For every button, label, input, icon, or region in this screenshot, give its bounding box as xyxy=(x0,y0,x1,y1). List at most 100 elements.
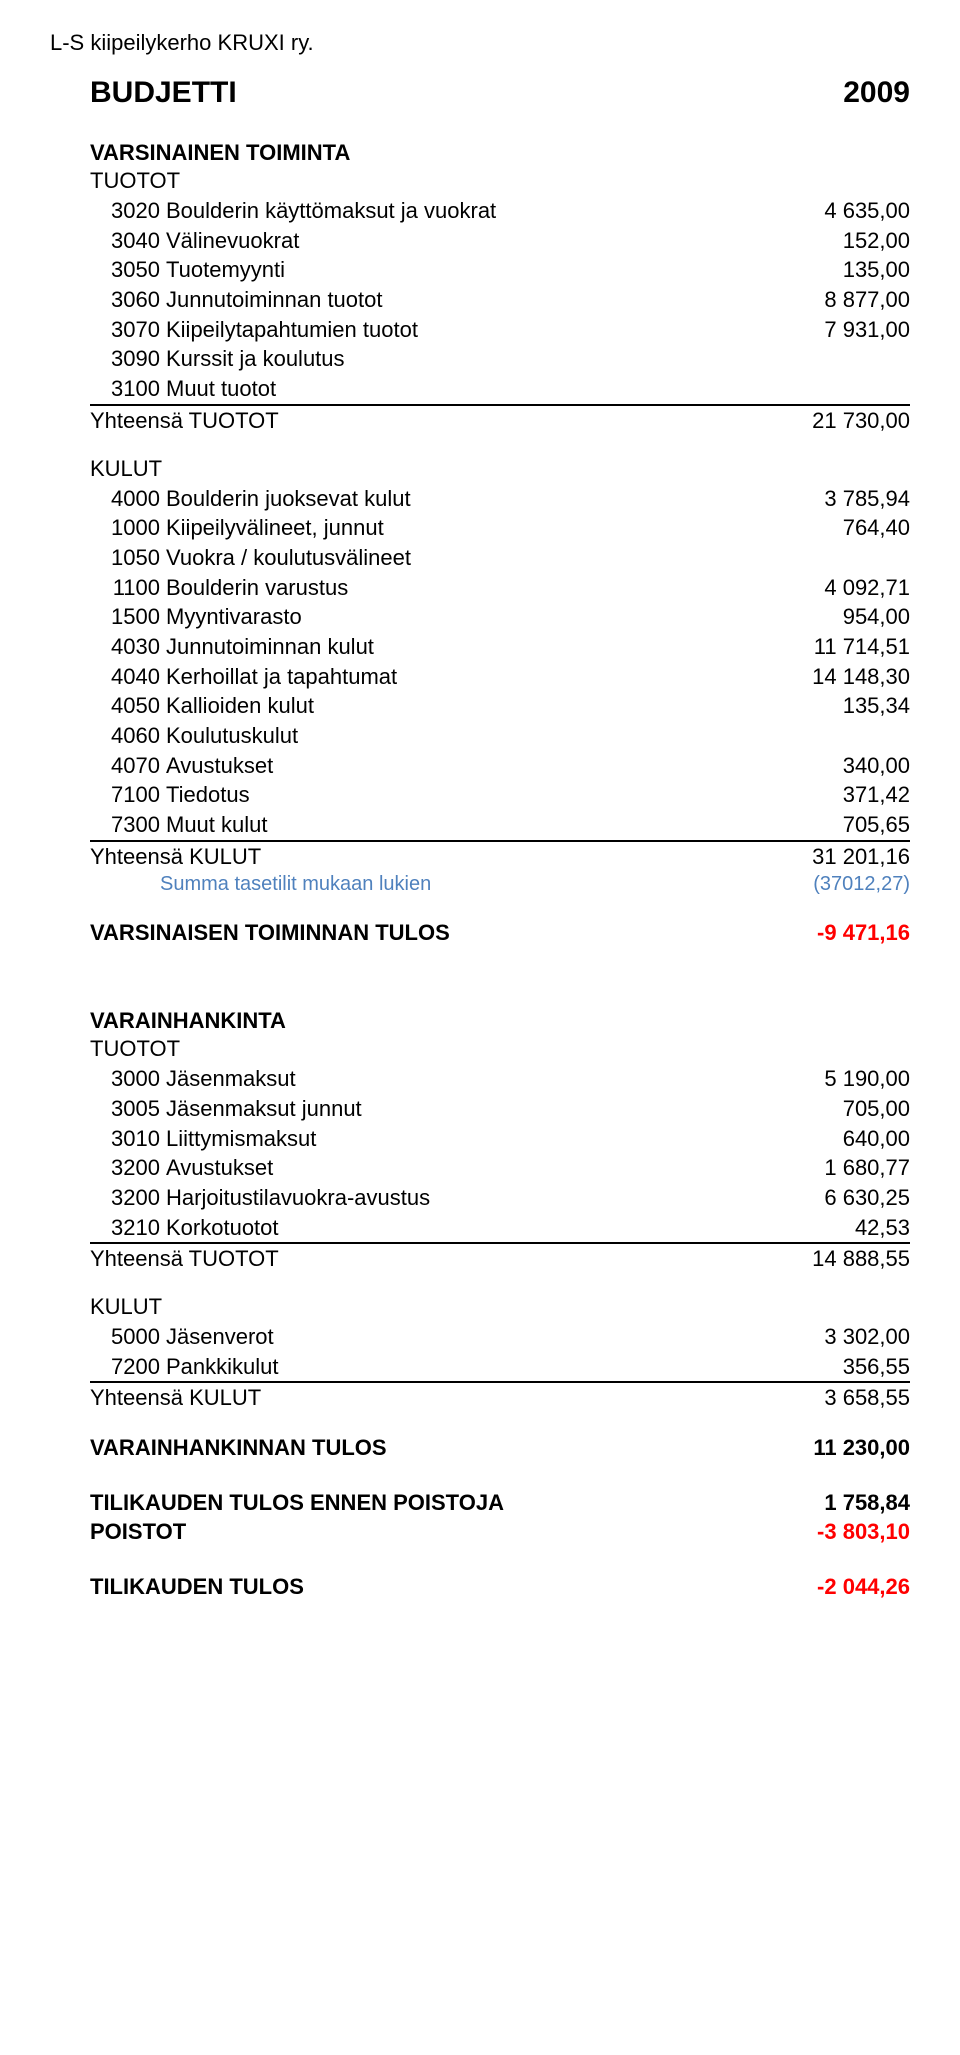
total-value: 3 658,55 xyxy=(760,1383,910,1413)
row-label: Avustukset xyxy=(166,1153,760,1183)
table-row: 4060 Koulutuskulut xyxy=(90,721,910,751)
row-value: 7 931,00 xyxy=(760,315,910,345)
total-value: 14 888,55 xyxy=(760,1244,910,1274)
row-code: 3210 xyxy=(90,1213,166,1243)
row-label: Jäsenmaksut junnut xyxy=(166,1094,760,1124)
row-value: 705,00 xyxy=(760,1094,910,1124)
table-row: 3100 Muut tuotot xyxy=(90,374,910,406)
varsinaisen-toiminnan-tulos: VARSINAISEN TOIMINNAN TULOS -9 471,16 xyxy=(90,918,910,948)
row-code: 1100 xyxy=(90,573,166,603)
row-code: 3090 xyxy=(90,344,166,374)
row-value: 152,00 xyxy=(760,226,910,256)
row-label: Muut tuotot xyxy=(166,374,760,404)
row-code: 3100 xyxy=(90,374,166,404)
row-value: 1 680,77 xyxy=(760,1153,910,1183)
row-label: Liittymismaksut xyxy=(166,1124,760,1154)
row-label: Harjoitustilavuokra-avustus xyxy=(166,1183,760,1213)
row-code: 3060 xyxy=(90,285,166,315)
row-label: Välinevuokrat xyxy=(166,226,760,256)
note-label: Summa tasetilit mukaan lukien xyxy=(160,871,760,898)
row-value: 8 877,00 xyxy=(760,285,910,315)
total-label: Yhteensä TUOTOT xyxy=(90,1244,760,1274)
table-row: 3090 Kurssit ja koulutus xyxy=(90,344,910,374)
table-row: 3010 Liittymismaksut 640,00 xyxy=(90,1124,910,1154)
row-value: 340,00 xyxy=(760,751,910,781)
doc-year: 2009 xyxy=(843,76,910,110)
row-value xyxy=(760,344,910,374)
row-code: 3200 xyxy=(90,1183,166,1213)
table-row: 4030 Junnutoiminnan kulut 11 714,51 xyxy=(90,632,910,662)
total-label: Yhteensä TUOTOT xyxy=(90,406,760,436)
result-value: -2 044,26 xyxy=(760,1572,910,1602)
row-code: 1500 xyxy=(90,602,166,632)
row-value: 371,42 xyxy=(760,780,910,810)
table-row: 1500 Myyntivarasto 954,00 xyxy=(90,602,910,632)
row-label: Avustukset xyxy=(166,751,760,781)
row-code: 4030 xyxy=(90,632,166,662)
table-row: 3060 Junnutoiminnan tuotot 8 877,00 xyxy=(90,285,910,315)
row-code: 1050 xyxy=(90,543,166,573)
result-label: POISTOT xyxy=(90,1517,760,1547)
row-code: 7100 xyxy=(90,780,166,810)
row-label: Korkotuotot xyxy=(166,1213,760,1243)
table-row: 3200 Harjoitustilavuokra-avustus 6 630,2… xyxy=(90,1183,910,1213)
table-row: 3020 Boulderin käyttömaksut ja vuokrat 4… xyxy=(90,196,910,226)
table-row: 3210 Korkotuotot 42,53 xyxy=(90,1213,910,1245)
result-label: TILIKAUDEN TULOS xyxy=(90,1572,760,1602)
row-label: Kallioiden kulut xyxy=(166,691,760,721)
row-code: 1000 xyxy=(90,513,166,543)
row-value: 135,34 xyxy=(760,691,910,721)
table-row: 3200 Avustukset 1 680,77 xyxy=(90,1153,910,1183)
kulut-heading: KULUT xyxy=(90,1294,910,1320)
row-code: 3020 xyxy=(90,196,166,226)
result-label: TILIKAUDEN TULOS ENNEN POISTOJA xyxy=(90,1488,760,1518)
row-code: 7300 xyxy=(90,810,166,840)
row-value xyxy=(760,543,910,573)
org-name: L-S kiipeilykerho KRUXI ry. xyxy=(50,30,910,56)
row-code: 4000 xyxy=(90,484,166,514)
varainhankinnan-tulos: VARAINHANKINNAN TULOS 11 230,00 xyxy=(90,1433,910,1463)
result-value: 1 758,84 xyxy=(760,1488,910,1518)
result-value: -3 803,10 xyxy=(760,1517,910,1547)
row-label: Muut kulut xyxy=(166,810,760,840)
row-label: Kurssit ja koulutus xyxy=(166,344,760,374)
row-value: 42,53 xyxy=(760,1213,910,1243)
row-label: Boulderin käyttömaksut ja vuokrat xyxy=(166,196,760,226)
section-varsinainen-toiminta: VARSINAINEN TOIMINTA xyxy=(90,140,910,166)
row-code: 3010 xyxy=(90,1124,166,1154)
row-value: 4 092,71 xyxy=(760,573,910,603)
row-code: 3005 xyxy=(90,1094,166,1124)
row-label: Tiedotus xyxy=(166,780,760,810)
table-row: 7200 Pankkikulut 356,55 xyxy=(90,1352,910,1384)
row-label: Jäsenmaksut xyxy=(166,1064,760,1094)
tuotot-total: Yhteensä TUOTOT 21 730,00 xyxy=(90,406,910,436)
result-value: -9 471,16 xyxy=(760,918,910,948)
table-row: 3070 Kiipeilytapahtumien tuotot 7 931,00 xyxy=(90,315,910,345)
row-code: 3050 xyxy=(90,255,166,285)
row-label: Junnutoiminnan kulut xyxy=(166,632,760,662)
row-value: 640,00 xyxy=(760,1124,910,1154)
table-row: 3050 Tuotemyynti 135,00 xyxy=(90,255,910,285)
kulut-total: Yhteensä KULUT 3 658,55 xyxy=(90,1383,910,1413)
total-label: Yhteensä KULUT xyxy=(90,1383,760,1413)
row-value xyxy=(760,374,910,404)
row-value: 14 148,30 xyxy=(760,662,910,692)
row-code: 3200 xyxy=(90,1153,166,1183)
row-code: 5000 xyxy=(90,1322,166,1352)
table-row: 3005 Jäsenmaksut junnut 705,00 xyxy=(90,1094,910,1124)
tilikauden-tulos: TILIKAUDEN TULOS -2 044,26 xyxy=(90,1572,910,1602)
row-code: 4060 xyxy=(90,721,166,751)
row-label: Jäsenverot xyxy=(166,1322,760,1352)
row-code: 3000 xyxy=(90,1064,166,1094)
row-value: 3 302,00 xyxy=(760,1322,910,1352)
row-code: 4070 xyxy=(90,751,166,781)
table-row: 1000 Kiipeilyvälineet, junnut 764,40 xyxy=(90,513,910,543)
row-value: 764,40 xyxy=(760,513,910,543)
row-code: 3040 xyxy=(90,226,166,256)
section-varainhankinta: VARAINHANKINTA xyxy=(90,1008,910,1034)
row-label: Vuokra / koulutusvälineet xyxy=(166,543,760,573)
row-label: Kiipeilyvälineet, junnut xyxy=(166,513,760,543)
row-label: Kiipeilytapahtumien tuotot xyxy=(166,315,760,345)
table-row: 5000 Jäsenverot 3 302,00 xyxy=(90,1322,910,1352)
table-row: 3040 Välinevuokrat 152,00 xyxy=(90,226,910,256)
